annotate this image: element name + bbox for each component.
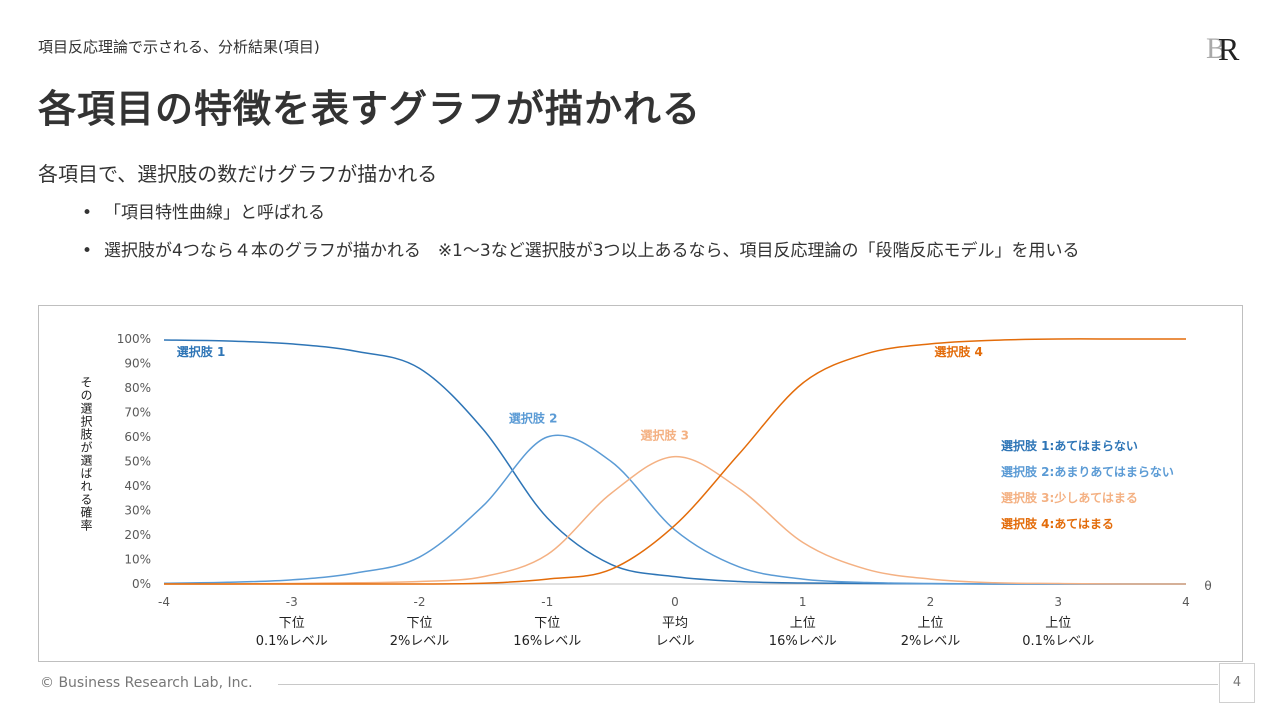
x-tick-label: 2 [927,595,935,609]
y-axis-title: その選択肢が選ばれる確率 [79,376,93,532]
level-label-line1: 上位 [1045,616,1071,631]
x-tick-label: 0 [671,595,679,609]
bullet-marker: • [82,203,93,223]
bullet-item: • 「項目特性曲線」と呼ばれる [82,200,1080,238]
legend-entry-3: 選択肢 3:少しあてはまる [1001,490,1138,505]
x-tick-label: -3 [286,595,298,609]
bullet-item: • 選択肢が4つなら４本のグラフが描かれる ※1～3など選択肢が3つ以上あるなら… [82,238,1080,276]
series-lines [163,338,1186,585]
bullet-text: 「項目特性曲線」と呼ばれる [104,203,325,223]
y-tick-label: 0% [132,577,151,591]
x-tick-label: -1 [541,595,553,609]
series-label-2: 選択肢 2 [509,410,558,425]
bullet-list: • 「項目特性曲線」と呼ばれる • 選択肢が4つなら４本のグラフが描かれる ※1… [82,200,1080,276]
level-label-line2: 0.1%レベル [1022,634,1094,649]
series-line-3 [164,455,1186,585]
series-line-1 [163,339,1186,585]
slide-subtitle: 項目反応理論で示される、分析結果(項目) [38,38,320,56]
y-tick-label: 60% [124,430,151,444]
chart-canvas: 0% 10% 20% 30% 40% 50% 60% 70% 80% 90% 100% その選択肢が選… [79,332,1212,649]
y-tick-label: 40% [124,479,151,493]
series-line-4 [164,338,1186,585]
x-tick-label: 1 [799,595,807,609]
y-tick-label: 50% [124,455,151,469]
level-label-line1: 平均 [662,616,688,631]
level-label-line2: 16%レベル [769,634,837,649]
y-tick-label: 70% [124,406,151,420]
level-label-line2: 2%レベル [901,634,961,649]
level-label-line2: 0.1%レベル [256,634,328,649]
y-tick-label: 30% [124,504,151,518]
series-label-1: 選択肢 1 [177,344,226,359]
y-tick-label: 100% [117,332,151,346]
level-label-line1: 上位 [790,616,816,631]
svg-text:B: B [1206,32,1226,65]
series-label-3: 選択肢 3 [641,427,690,442]
y-tick-label: 20% [124,528,151,542]
level-label-line1: 上位 [917,616,943,631]
x-tick-label: -2 [414,595,426,609]
footer-divider [278,684,1218,685]
series-labels: 選択肢 1 選択肢 2 選択肢 3 選択肢 4 [177,344,983,442]
bullet-marker: • [82,241,93,261]
series-label-4: 選択肢 4 [934,344,983,359]
legend-entry-1: 選択肢 1:あてはまらない [1001,438,1138,453]
legend-entry-2: 選択肢 2:あまりあてはまらない [1001,464,1174,479]
x-axis: -4 -3 -2 -1 0 1 2 3 4θ下位0.1%レベル下位2%レベル下位16%レベル平均… [158,579,1212,649]
copyright-footer: © Business Research Lab, Inc. [40,675,253,691]
level-label-line1: 下位 [279,616,305,631]
x-axis-title: θ [1204,579,1211,593]
level-label-line2: 2%レベル [390,634,450,649]
x-tick-label: -4 [158,595,170,609]
company-logo: B R [1206,31,1240,67]
level-label-line1: 下位 [534,616,560,631]
slide-title: 各項目の特徴を表すグラフが描かれる [38,87,702,131]
x-tick-label: 3 [1054,595,1062,609]
series-line-2 [163,434,1186,585]
bullet-text: 選択肢が4つなら４本のグラフが描かれる ※1～3など選択肢が3つ以上あるなら、項… [104,241,1080,261]
legend-entry-4: 選択肢 4:あてはまる [1001,516,1114,531]
y-tick-label: 10% [124,553,151,567]
y-tick-label: 90% [124,357,151,371]
level-label-line2: 16%レベル [513,634,581,649]
level-label-line1: 下位 [406,616,432,631]
svg-text:R: R [1218,31,1240,67]
level-label-line2: レベル [655,634,694,649]
y-axis: 0% 10% 20% 30% 40% 50% 60% 70% 80% 90% 100% その選択肢が選… [79,332,151,591]
lead-text: 各項目で、選択肢の数だけグラフが描かれる [38,162,438,186]
page-number: 4 [1219,663,1255,703]
y-tick-label: 80% [124,381,151,395]
x-tick-label: 4 [1182,595,1190,609]
item-characteristic-chart: 0% 10% 20% 30% 40% 50% 60% 70% 80% 90% 100% その選択肢が選… [38,305,1243,662]
